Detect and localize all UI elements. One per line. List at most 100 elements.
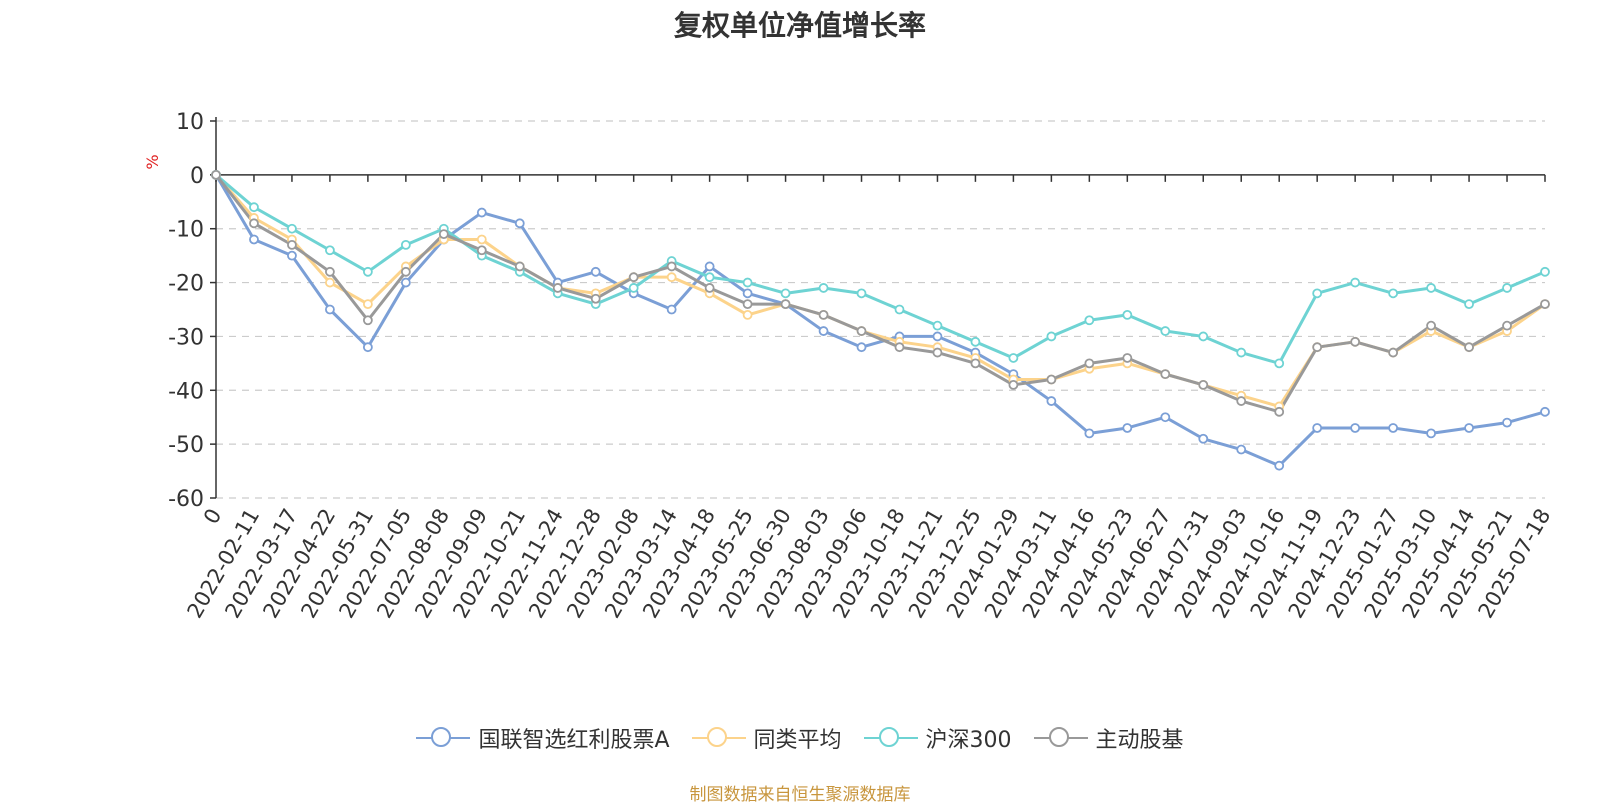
data-point <box>1084 315 1095 326</box>
data-point <box>780 288 791 299</box>
data-point <box>1312 423 1323 433</box>
data-point <box>856 326 867 336</box>
data-point <box>1198 331 1209 342</box>
data-point <box>476 245 487 256</box>
data-point <box>400 266 411 277</box>
legend-circle-icon <box>1033 726 1088 750</box>
data-point <box>1122 353 1133 363</box>
data-point <box>932 347 943 358</box>
data-point <box>1426 283 1436 293</box>
data-point <box>1502 283 1512 293</box>
data-point <box>590 293 601 304</box>
data-point <box>1122 423 1133 433</box>
legend-label: 同类平均 <box>753 728 842 753</box>
legend: 国联智选红利股票A 同类平均 沪深300 主动股基 <box>0 722 1600 754</box>
y-axis-label: % <box>143 154 162 169</box>
data-point <box>325 266 335 277</box>
legend-label: 国联智选红利股票A <box>478 728 670 753</box>
data-point <box>628 272 639 283</box>
data-point <box>211 169 221 180</box>
y-tick-label: -30 <box>168 325 204 350</box>
data-point <box>590 266 601 277</box>
data-point <box>1426 428 1436 439</box>
data-point <box>1464 342 1474 353</box>
data-point <box>932 320 943 331</box>
data-point <box>1084 428 1095 439</box>
data-point <box>1160 412 1171 423</box>
data-point <box>666 272 677 283</box>
data-point <box>1464 299 1474 310</box>
data-point <box>818 326 829 336</box>
y-tick-label: -60 <box>168 487 204 512</box>
data-point <box>1388 288 1399 299</box>
data-point <box>1236 396 1247 406</box>
data-point <box>362 266 373 277</box>
data-point <box>249 234 259 245</box>
data-point <box>970 336 981 347</box>
series-line <box>214 173 1547 365</box>
legend-circle-icon <box>416 726 471 750</box>
legend-circle-icon <box>863 726 918 750</box>
data-point <box>970 358 981 369</box>
data-point <box>1274 460 1285 471</box>
data-point <box>666 261 677 272</box>
series-line <box>214 173 1547 414</box>
data-point <box>249 218 259 229</box>
data-point <box>1350 277 1361 288</box>
data-point <box>1464 423 1474 433</box>
data-point <box>476 207 487 218</box>
data-point <box>325 277 335 288</box>
data-point <box>1046 374 1057 385</box>
data-point <box>514 261 525 272</box>
data-point <box>856 288 867 299</box>
data-point <box>1502 417 1512 428</box>
legend-item-3[interactable]: 主动股基 <box>1033 722 1184 754</box>
data-point <box>552 283 563 293</box>
data-point <box>1274 358 1285 369</box>
data-point <box>742 288 753 299</box>
series-line <box>214 173 1547 468</box>
y-tick-label: -50 <box>168 433 204 458</box>
data-point <box>249 202 259 213</box>
chart-title: 复权单位净值增长率 <box>673 9 926 42</box>
data-point <box>325 304 335 315</box>
data-point <box>1160 326 1171 336</box>
data-point <box>1426 320 1436 331</box>
x-tick-label: 0 <box>199 505 226 529</box>
data-point <box>1008 353 1019 363</box>
data-point <box>1540 299 1550 310</box>
data-point <box>1198 433 1209 444</box>
data-point <box>856 342 867 353</box>
legend-label: 沪深300 <box>925 728 1012 753</box>
data-point <box>780 299 791 310</box>
data-point <box>1160 369 1171 380</box>
data-point <box>438 229 449 240</box>
data-point <box>704 261 715 272</box>
y-tick-label: -10 <box>168 218 204 243</box>
data-point <box>894 304 905 315</box>
legend-item-2[interactable]: 沪深300 <box>863 722 1012 754</box>
data-point <box>1008 379 1019 390</box>
data-point <box>1198 379 1209 390</box>
data-point <box>1274 406 1285 417</box>
legend-circle-icon <box>691 726 746 750</box>
data-point <box>362 342 373 353</box>
data-point <box>1236 347 1247 358</box>
data-point <box>1388 347 1399 358</box>
data-point <box>400 277 411 288</box>
data-point <box>742 309 753 320</box>
legend-label: 主动股基 <box>1095 728 1184 753</box>
legend-item-0[interactable]: 国联智选红利股票A <box>416 722 670 754</box>
data-point <box>514 218 525 229</box>
data-point <box>666 304 677 315</box>
data-point <box>362 315 373 326</box>
data-point <box>476 234 487 245</box>
data-point <box>818 309 829 320</box>
data-point <box>1540 266 1550 277</box>
y-tick-label: 10 <box>176 110 204 135</box>
source-note: 制图数据来自恒生聚源数据库 <box>689 785 911 805</box>
data-point <box>818 283 829 293</box>
y-tick-label: 0 <box>190 164 204 189</box>
legend-item-1[interactable]: 同类平均 <box>691 722 842 754</box>
